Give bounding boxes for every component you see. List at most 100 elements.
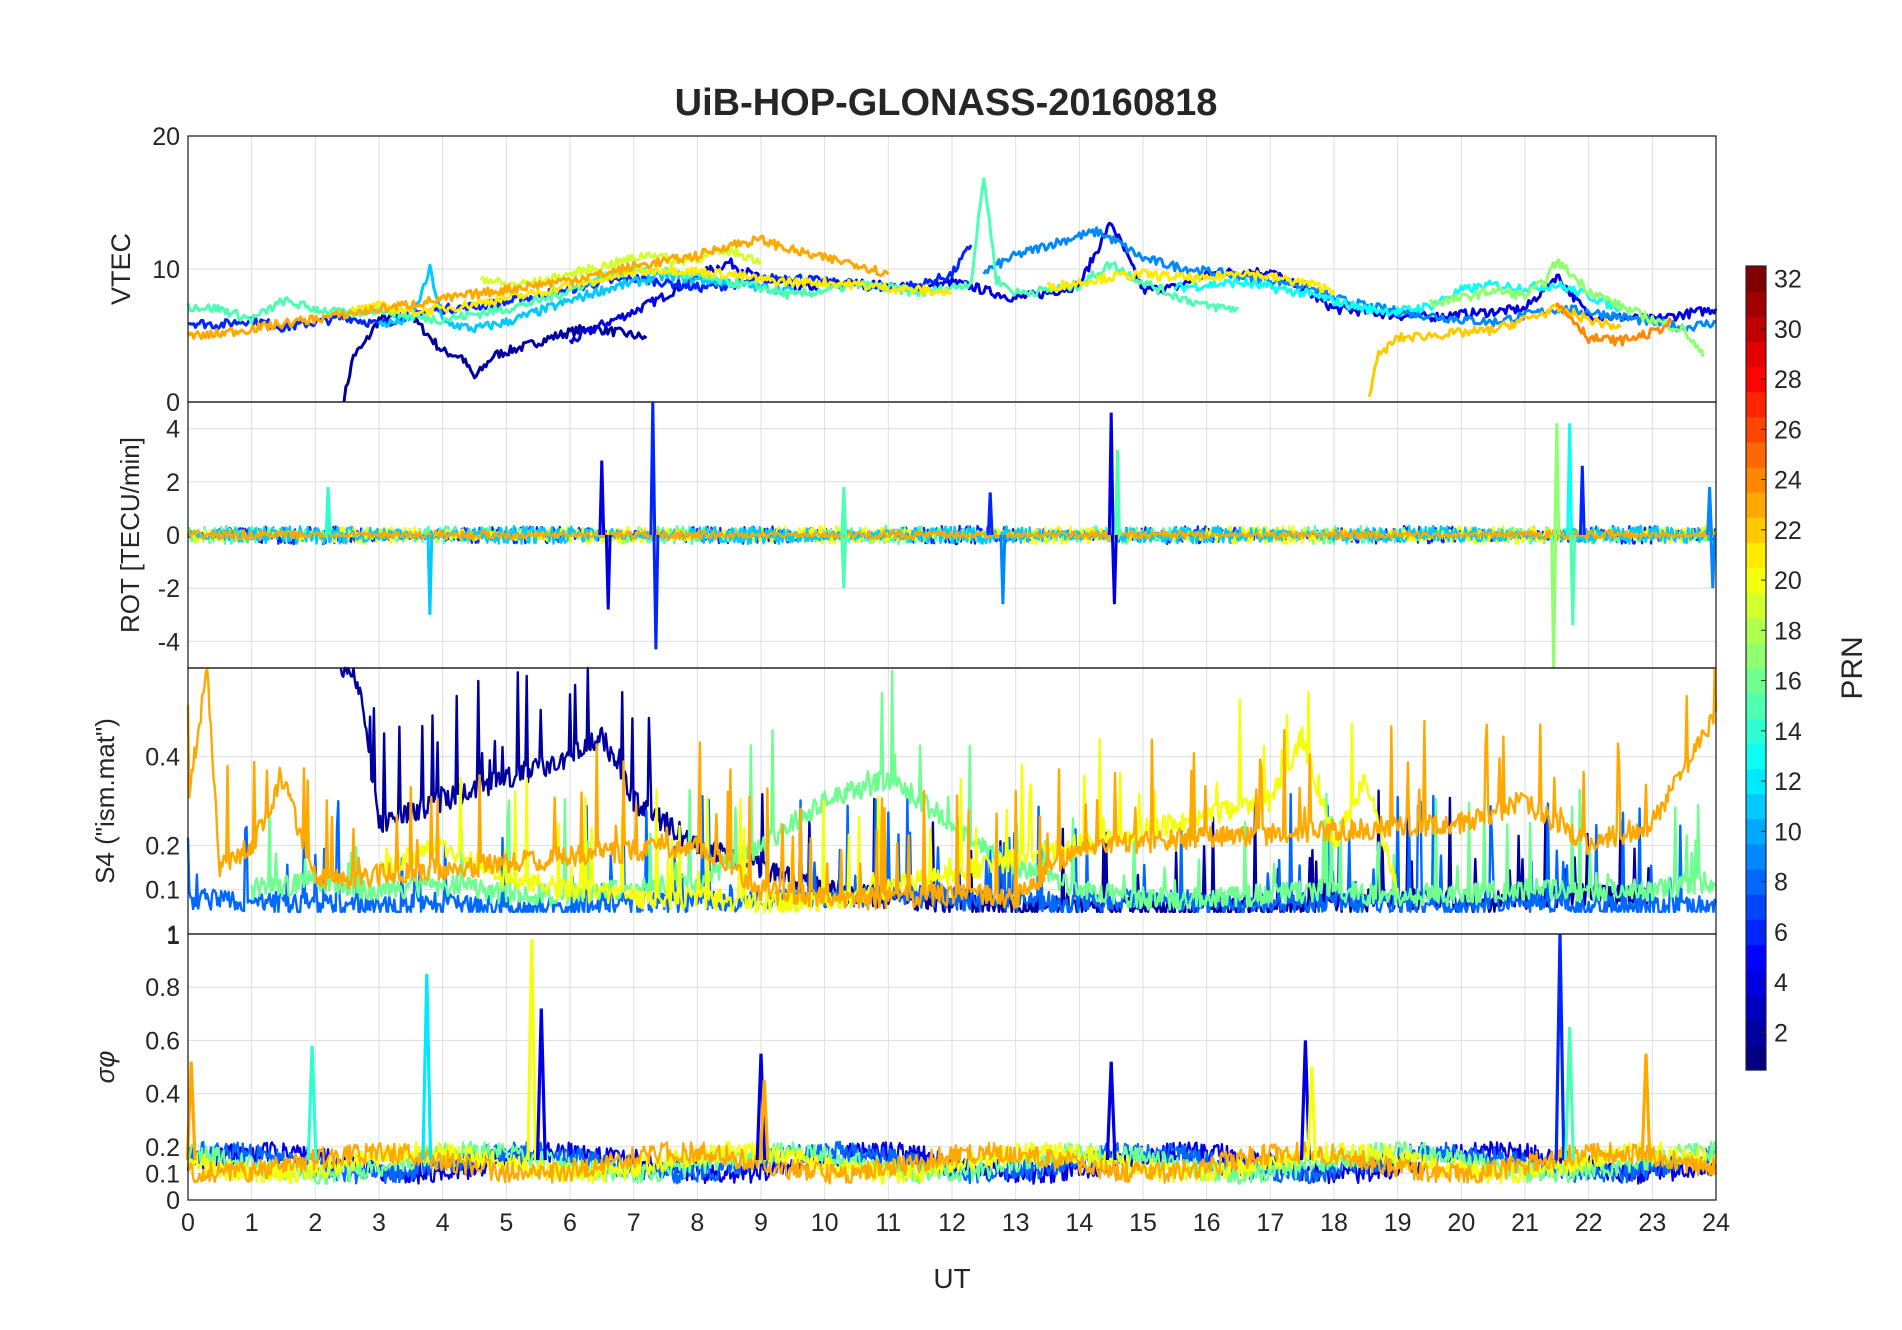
- sigma-y-tick-label: 0.1: [145, 1160, 180, 1188]
- colorbar-swatch: [1746, 994, 1766, 1021]
- vtec-series-line: [1428, 258, 1705, 358]
- x-ticks: 0 1 2 3 4 5 6 7 8 9 10 11 12 13 14 15 16 17 18 19 20 21 22 23 24: [181, 1209, 1730, 1237]
- colorbar-tick-label: 20: [1774, 567, 1802, 595]
- s4-y-ticks: 0.1 0.2 0.4: [145, 744, 180, 905]
- colorbar-tick-label: 18: [1774, 617, 1802, 645]
- s4-series-line: [186, 666, 1718, 911]
- x-tick-label: 8: [690, 1209, 704, 1237]
- chart-title: UiB-HOP-GLONASS-20160818: [675, 82, 1218, 124]
- colorbar-swatch: [1746, 567, 1766, 594]
- colorbar-tick-label: 8: [1774, 869, 1788, 897]
- sigma-spike: [535, 1008, 547, 1161]
- vtec-y-ticks: 0 10 20: [152, 123, 180, 417]
- colorbar-tick-label: 14: [1774, 718, 1802, 746]
- colorbar-tick-label: 16: [1774, 668, 1802, 696]
- x-tick-label: 15: [1129, 1209, 1157, 1237]
- sigma-spike: [306, 1045, 318, 1161]
- vtec-series-line: [1046, 268, 1336, 296]
- x-tick-label: 11: [875, 1209, 901, 1237]
- colorbar-swatch: [1746, 291, 1766, 317]
- colorbar-swatch: [1746, 592, 1766, 619]
- x-tick-label: 4: [436, 1209, 450, 1237]
- colorbar-swatch: [1746, 919, 1766, 945]
- rot-spike: [1709, 534, 1717, 589]
- sigma-series-line: [187, 1141, 1717, 1185]
- sigma-y-tick-label: 0.2: [145, 1134, 180, 1162]
- rot-spike: [604, 534, 612, 610]
- x-tick-label: 23: [1638, 1209, 1666, 1237]
- rot-series-line: [188, 524, 1717, 546]
- rot-spike: [840, 534, 848, 589]
- x-tick-label: 12: [938, 1209, 966, 1237]
- x-tick-label: 5: [499, 1209, 513, 1237]
- x-tick-label: 0: [181, 1209, 195, 1237]
- colorbar-tick-label: 30: [1774, 316, 1802, 344]
- x-tick-label: 16: [1193, 1209, 1221, 1237]
- colorbar-swatch: [1746, 693, 1766, 719]
- vtec-panel: 0 10 20 VTEC: [106, 123, 1718, 417]
- colorbar-swatch: [1746, 969, 1766, 996]
- rot-spike: [426, 534, 434, 615]
- sigma-spike: [1554, 933, 1566, 1161]
- colorbar-swatch: [1746, 869, 1766, 895]
- rot-spike: [1110, 534, 1118, 605]
- x-tick-label: 18: [1320, 1209, 1348, 1237]
- sigma-spike: [758, 1080, 770, 1161]
- colorbar-tick-label: 22: [1774, 517, 1802, 545]
- colorbar-swatch: [1746, 517, 1766, 543]
- colorbar-swatch: [1746, 542, 1766, 569]
- vtec-series-line: [186, 234, 890, 341]
- rot-spike: [652, 534, 660, 650]
- rot-y-ticks: -4 -2 0 2 4: [158, 416, 180, 657]
- rot-y-tick-label: 0: [166, 522, 180, 550]
- colorbar-swatch: [1746, 818, 1766, 845]
- sigma-series: [185, 933, 1718, 1185]
- vtec-y-tick-label: 20: [152, 123, 180, 151]
- sigma-spike: [526, 939, 538, 1161]
- colorbar-tick-label: 6: [1774, 919, 1788, 947]
- sigma-y-tick-label: 0.6: [145, 1027, 180, 1055]
- colorbar-tick-label: 4: [1774, 969, 1788, 997]
- colorbar-swatch: [1746, 617, 1766, 644]
- colorbar-swatch: [1746, 743, 1766, 770]
- x-tick-label: 24: [1702, 1209, 1730, 1237]
- rot-ylabel: ROT [TECU/min]: [115, 437, 145, 633]
- rot-spike: [1566, 423, 1573, 536]
- vtec-y-tick-label: 0: [166, 389, 180, 417]
- s4-series: [186, 666, 1718, 913]
- colorbar-swatch: [1746, 316, 1766, 342]
- x-tick-label: 21: [1511, 1209, 1539, 1237]
- rot-spike: [1553, 423, 1561, 536]
- colorbar-swatch: [1746, 467, 1766, 493]
- x-tick-label: 22: [1575, 1209, 1603, 1237]
- colorbar-tick-label: 10: [1774, 818, 1802, 846]
- x-axis-label: UT: [933, 1263, 970, 1294]
- s4-y-tick-label: 0.2: [145, 832, 180, 860]
- rot-spike: [1569, 534, 1577, 626]
- colorbar-swatch: [1746, 718, 1766, 744]
- rot-spike: [324, 487, 332, 536]
- rot-series-line: [187, 529, 1717, 541]
- sigma-y-ticks: 00.10.2 0.4 0.6 0.8 1: [145, 921, 180, 1215]
- rot-spike: [999, 534, 1007, 605]
- sigma-spike: [1564, 1027, 1575, 1161]
- x-tick-label: 9: [754, 1209, 768, 1237]
- colorbar-swatch: [1746, 441, 1766, 468]
- colorbar-swatch: [1746, 1019, 1766, 1046]
- rot-y-tick-label: 4: [166, 416, 180, 444]
- colorbar-swatch: [1746, 391, 1766, 418]
- colorbar-label: PRN: [1836, 636, 1869, 699]
- rot-y-tick-label: 2: [166, 469, 180, 497]
- x-tick-label: 19: [1384, 1209, 1412, 1237]
- x-tick-label: 10: [811, 1209, 839, 1237]
- colorbar-swatch: [1746, 944, 1766, 971]
- colorbar-swatch: [1746, 1044, 1766, 1071]
- colorbar-swatch: [1746, 642, 1766, 669]
- x-tick-label: 20: [1447, 1209, 1475, 1237]
- vtec-series-line: [1173, 277, 1622, 317]
- sigma-spike: [1306, 1066, 1318, 1161]
- colorbar-swatch: [1746, 341, 1766, 368]
- rot-spike: [1550, 534, 1558, 669]
